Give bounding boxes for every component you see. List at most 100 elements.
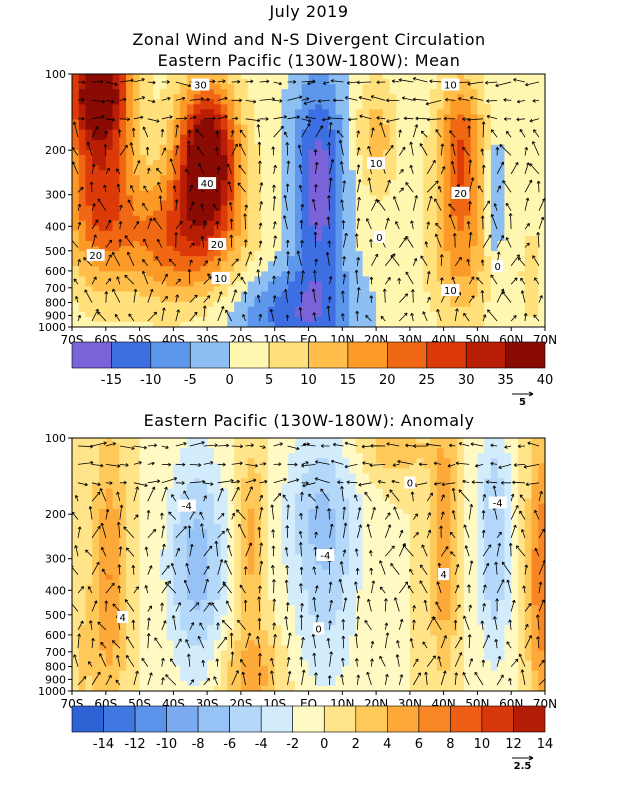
y-tick-label: 700 (45, 646, 66, 659)
svg-text:10: 10 (444, 286, 457, 297)
y-tick-label: 900 (45, 309, 66, 322)
contour-label: 0 (492, 260, 504, 273)
colorbar-swatch (292, 705, 325, 733)
wind-vectors (72, 441, 545, 686)
figure-date: July 2019 (269, 2, 349, 21)
colorbar-swatch (103, 705, 136, 733)
colorbar-label: -10 (140, 373, 161, 388)
colorbar-swatch (260, 705, 294, 733)
y-tick-label: 600 (45, 265, 66, 278)
svg-text:10: 10 (214, 274, 227, 285)
contour-label: -4 (316, 549, 335, 562)
contour-label: 40 (198, 177, 217, 190)
contour-label: 10 (441, 284, 460, 297)
colorbar-label: -2 (286, 737, 299, 752)
y-tick-label: 200 (45, 144, 66, 157)
y-tick-label: 400 (45, 220, 66, 233)
svg-text:20: 20 (89, 251, 102, 262)
colorbar-swatch (71, 341, 112, 369)
colorbar-label: -14 (93, 737, 114, 752)
y-tick-label: 300 (45, 189, 66, 202)
colorbar-label: 20 (379, 373, 396, 388)
colorbar-swatch (347, 341, 388, 369)
contour-label: 0 (313, 622, 325, 635)
contour-label: 20 (208, 238, 227, 251)
colorbar-swatch (513, 705, 546, 733)
contour-label: 20 (86, 249, 105, 262)
y-tick-label: 100 (45, 68, 66, 81)
colorbar-swatch (190, 341, 231, 369)
svg-text:30: 30 (194, 81, 207, 92)
colorbar-label: -4 (255, 737, 268, 752)
colorbar-label: 5 (265, 373, 273, 388)
y-tick-label: 700 (45, 282, 66, 295)
colorbar-label: 30 (458, 373, 475, 388)
panel-anomaly-title: Eastern Pacific (130W-180W): Anomaly (143, 411, 475, 430)
colorbar-swatch (450, 705, 483, 733)
colorbar-swatch (71, 705, 104, 733)
y-tick-label: 900 (45, 673, 66, 686)
colorbar-swatch (229, 341, 270, 369)
y-tick-label: 600 (45, 629, 66, 642)
figure-title: Zonal Wind and N-S Divergent Circulation (132, 30, 486, 49)
svg-text:10: 10 (444, 81, 457, 92)
contour-label: 0 (373, 230, 385, 244)
colorbar-swatch (426, 341, 467, 369)
colorbar-label: 14 (537, 737, 554, 752)
reference-vector-arrow (512, 391, 534, 397)
contour-label: 20 (451, 186, 470, 200)
colorbar-label: -8 (192, 737, 205, 752)
colorbar-label: 40 (537, 373, 554, 388)
y-tick-label: 400 (45, 584, 66, 597)
colorbar-swatch (323, 705, 357, 733)
svg-text:10: 10 (370, 159, 383, 170)
colorbar-swatch (150, 341, 191, 369)
colorbar-swatch (386, 341, 427, 369)
colorbar-swatch (465, 341, 506, 369)
contour-label: 10 (367, 157, 386, 170)
colorbar-swatch (505, 341, 546, 369)
y-tick-label: 300 (45, 553, 66, 566)
y-tick-label: 800 (45, 661, 66, 674)
y-tick-label: 1000 (38, 685, 66, 698)
svg-text:0: 0 (376, 233, 382, 244)
svg-text:0: 0 (495, 262, 501, 273)
colorbar-swatch (229, 705, 262, 733)
contour-label: -4 (177, 499, 196, 513)
colorbar-swatch (308, 341, 349, 369)
svg-text:20: 20 (211, 240, 224, 251)
colorbar-label: -15 (101, 373, 122, 388)
colorbar-swatch (111, 341, 152, 369)
svg-text:20: 20 (454, 189, 467, 200)
colorbar-label: 10 (474, 737, 491, 752)
y-tick-label: 500 (45, 245, 66, 258)
colorbar-label: 15 (340, 373, 357, 388)
colorbar-label: 6 (415, 737, 423, 752)
wind-vectors (72, 77, 545, 322)
colorbar-swatch (134, 705, 167, 733)
y-tick-label: 100 (45, 432, 66, 445)
colorbar-label: -5 (184, 373, 197, 388)
svg-text:40: 40 (201, 179, 214, 190)
panel-mean-title: Eastern Pacific (130W-180W): Mean (157, 51, 461, 70)
colorbar-swatch (166, 705, 199, 733)
y-tick-label: 200 (45, 508, 66, 521)
colorbar-label: -10 (156, 737, 177, 752)
colorbar-swatch (197, 705, 230, 733)
contour-label: 30 (191, 78, 210, 92)
colorbar-label: 12 (505, 737, 522, 752)
colorbar-label: 35 (497, 373, 514, 388)
colorbar-swatch (268, 341, 309, 369)
contour-label: -4 (488, 496, 507, 510)
colorbar-swatch (418, 705, 451, 733)
colorbar-swatch (355, 705, 388, 733)
colorbar-label: -6 (223, 737, 236, 752)
colorbar-label: -12 (124, 737, 145, 752)
reference-vector-label: 2.5 (514, 761, 532, 772)
contour-label: 0 (404, 476, 416, 490)
field-fill (72, 74, 545, 327)
contour-label: 4 (117, 611, 129, 624)
contour-label: 4 (438, 568, 450, 581)
colorbar-swatch (386, 705, 420, 733)
